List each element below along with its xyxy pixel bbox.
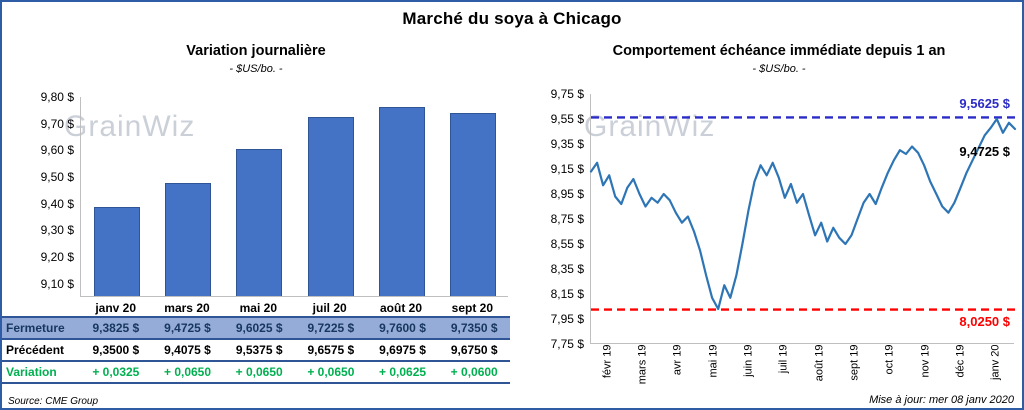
bar-y-tick-label: 9,70 $	[40, 116, 74, 131]
line-x-axis-label: janv 20	[989, 344, 1002, 380]
line-y-tick-label: 7,95 $	[550, 312, 584, 326]
line-chart-subtitle: - $US/bo. -	[752, 63, 806, 75]
bar-x-axis-label: mai 20	[239, 301, 277, 315]
source-note: Source: CME Group	[8, 396, 99, 407]
line-plot-area: 9,5625 $ 9,4725 $ 8,0250 $	[589, 94, 1017, 344]
bar-x-axis-label: sept 20	[451, 301, 493, 315]
line-x-axis-label: juil 19	[777, 344, 790, 374]
table-row-label: Précédent	[6, 343, 65, 357]
table-cell: + 0,0650	[163, 365, 212, 379]
line-y-tick-label: 9,35 $	[550, 137, 584, 151]
line-y-tick-label: 8,35 $	[550, 262, 584, 276]
table-cell: 9,3825 $	[92, 321, 140, 335]
line-x-axis-label: avr 19	[671, 344, 684, 376]
bar-x-axis: janv 20 mars 20 mai 20 juil 20 août 20 sept 2…	[80, 301, 508, 317]
price-bar	[379, 106, 425, 296]
table-cell: 9,6750 $	[450, 343, 498, 357]
table-cell: 9,7600 $	[379, 321, 426, 335]
table-row-label: Fermeture	[6, 321, 65, 335]
bar-x-axis-label: janv 20	[95, 301, 137, 315]
bar-y-tick-label: 9,10 $	[40, 276, 74, 291]
table-row-label: Variation	[6, 365, 57, 379]
table-cell: + 0,0650	[235, 365, 283, 379]
price-bar	[165, 183, 211, 296]
bar-y-tick-label: 9,60 $	[40, 143, 74, 158]
bar-y-tick-label: 9,40 $	[40, 196, 74, 211]
table-cell: 9,4075 $	[164, 343, 211, 357]
price-bar	[93, 207, 140, 296]
table-cell: 9,7350 $	[450, 321, 498, 335]
bar-y-tick-label: 9,20 $	[40, 250, 74, 264]
line-y-tick-label: 9,55 $	[550, 112, 584, 126]
table-cell: + 0,0325	[92, 365, 140, 379]
table-cell: 9,4725 $	[164, 321, 211, 335]
bar-y-tick-label: 9,30 $	[40, 223, 74, 238]
table-row: Variation + 0,0325 + 0,0650 + 0,0650 + 0,065…	[2, 362, 510, 384]
price-bar	[236, 148, 283, 296]
bar-chart-subtitle: - $US/bo. -	[229, 63, 283, 75]
table-cell: + 0,0625	[379, 365, 427, 379]
line-y-tick-label: 8,75 $	[550, 212, 584, 226]
table-row: Fermeture 9,3825 $ 9,4725 $ 9,6025 $ 9,7225 …	[2, 318, 510, 340]
page-title: Marché du soya à Chicago	[402, 9, 622, 28]
high-reference-label: 9,5625 $	[959, 96, 1010, 111]
line-x-axis-label: déc 19	[954, 344, 967, 378]
bar-plot-area	[80, 97, 508, 297]
price-table: Fermeture 9,3825 $ 9,4725 $ 9,6025 $ 9,7225 …	[2, 316, 510, 384]
bar-x-axis-label: mars 20	[164, 301, 210, 315]
price-bar	[450, 113, 497, 296]
table-cell: 9,6575 $	[307, 343, 355, 357]
updated-note: Mise à jour: mer 08 janv 2020	[869, 394, 1014, 406]
bar-y-tick-label: 9,50 $	[40, 170, 74, 184]
table-cell: 9,3500 $	[92, 343, 140, 357]
last-price-label: 9,4725 $	[959, 144, 1010, 159]
table-cell: + 0,0600	[450, 365, 498, 379]
bar-chart-title: Variation journalière	[186, 43, 326, 59]
line-x-axis-label: oct 19	[883, 344, 896, 375]
table-cell: 9,7225 $	[307, 321, 355, 335]
low-reference-label: 8,0250 $	[959, 314, 1010, 329]
line-x-axis-label: mars 19	[636, 344, 649, 385]
line-x-axis-label: juin 19	[742, 344, 755, 377]
price-line-chart	[589, 116, 1017, 311]
line-x-axis-label: févr 19	[601, 344, 614, 379]
line-x-axis-label: sept 19	[848, 344, 861, 381]
table-cell: 9,5375 $	[235, 343, 283, 357]
line-x-axis-label: mai 19	[707, 344, 720, 378]
table-cell: 9,6025 $	[235, 321, 283, 335]
line-y-tick-label: 9,15 $	[550, 162, 584, 176]
line-y-tick-label: 8,15 $	[550, 287, 584, 301]
bar-y-tick-label: 9,80 $	[40, 90, 74, 104]
line-y-tick-label: 8,95 $	[550, 187, 584, 201]
bar-x-axis-label: juil 20	[312, 301, 347, 315]
line-y-tick-label: 7,75 $	[550, 337, 584, 351]
table-cell: + 0,0650	[307, 365, 355, 379]
line-y-tick-label: 8,55 $	[550, 237, 584, 251]
line-x-axis-label: nov 19	[919, 344, 932, 378]
table-cell: 9,6975 $	[379, 343, 426, 357]
table-row: Précédent 9,3500 $ 9,4075 $ 9,5375 $ 9,6575 …	[2, 340, 510, 362]
line-y-tick-label: 9,75 $	[550, 87, 584, 101]
line-chart-title: Comportement échéance immédiate depuis 1…	[612, 43, 946, 59]
price-bar	[307, 116, 354, 296]
line-x-axis-label: août 19	[813, 344, 826, 382]
bar-x-axis-label: août 20	[379, 301, 422, 315]
